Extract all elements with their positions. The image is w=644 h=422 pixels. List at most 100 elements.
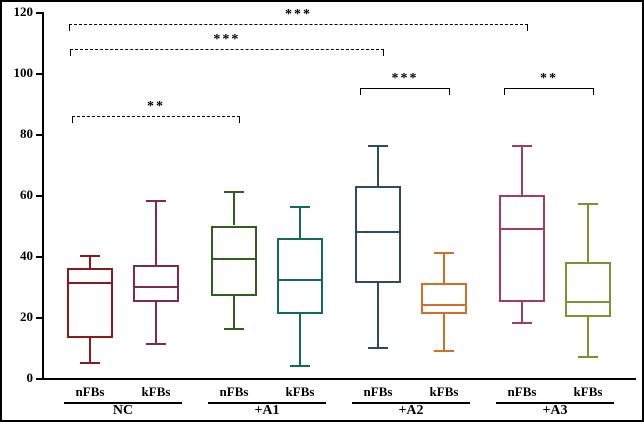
box xyxy=(211,225,257,296)
y-tick xyxy=(36,317,42,319)
bracket-tick-left xyxy=(69,24,70,32)
whisker-lower xyxy=(443,313,445,351)
whisker-upper xyxy=(521,146,523,195)
whisker-lower xyxy=(233,295,235,330)
whisker-cap-top xyxy=(80,255,100,257)
bracket-tick-left xyxy=(360,88,361,96)
group-underline xyxy=(352,402,470,404)
bracket-tick-left xyxy=(72,115,73,123)
y-axis xyxy=(42,12,44,380)
whisker-upper xyxy=(443,252,445,284)
x-tick-label: nFBs xyxy=(219,384,249,399)
whisker-upper xyxy=(233,191,235,226)
box xyxy=(565,262,611,317)
bracket-line xyxy=(69,48,384,50)
whisker-lower xyxy=(587,317,589,357)
y-tick-label: 120 xyxy=(13,4,34,19)
bracket-tick-right xyxy=(448,88,450,96)
bracket-label: *** xyxy=(391,71,419,87)
median-line xyxy=(567,300,609,303)
bracket-label: *** xyxy=(213,31,241,47)
y-tick-label: 100 xyxy=(13,65,34,80)
whisker-upper xyxy=(299,207,301,238)
whisker-cap-bottom xyxy=(434,349,454,352)
box xyxy=(133,265,179,302)
whisker-cap-top xyxy=(146,200,166,203)
group-label: +A3 xyxy=(542,403,568,418)
group-underline xyxy=(64,402,182,404)
x-tick-label: nFBs xyxy=(507,384,537,399)
x-tick-label: kFBs xyxy=(429,384,459,399)
box xyxy=(421,283,467,314)
y-tick xyxy=(36,12,42,14)
x-tick-label: nFBs xyxy=(363,384,393,399)
bracket-line xyxy=(69,24,528,26)
y-tick xyxy=(36,195,42,197)
bracket-tick-right xyxy=(592,88,594,96)
y-tick-label: 60 xyxy=(20,187,33,202)
box xyxy=(67,268,113,339)
whisker-cap-top xyxy=(578,203,598,206)
whisker-upper xyxy=(89,256,91,269)
whisker-cap-top xyxy=(434,251,454,254)
whisker-upper xyxy=(155,201,157,266)
whisker-lower xyxy=(377,283,379,348)
bracket-tick-left xyxy=(69,48,71,56)
whisker-cap-bottom xyxy=(224,328,244,331)
median-line xyxy=(279,279,321,282)
bracket-label: ** xyxy=(540,71,558,87)
bracket-line xyxy=(504,88,594,90)
median-line xyxy=(357,230,399,233)
whisker-lower xyxy=(155,301,157,345)
bracket-tick-right xyxy=(526,24,528,32)
bracket-tick-right xyxy=(382,48,384,56)
y-tick xyxy=(36,378,42,380)
whisker-cap-top xyxy=(368,145,388,148)
group-label: +A1 xyxy=(254,403,280,418)
y-tick-label: 40 xyxy=(20,248,33,263)
bracket-tick-left xyxy=(504,88,505,96)
y-tick-label: 20 xyxy=(20,309,33,324)
whisker-cap-top xyxy=(290,206,310,209)
x-tick-label: kFBs xyxy=(141,384,171,399)
whisker-upper xyxy=(587,204,589,263)
bracket-line xyxy=(72,115,240,117)
whisker-cap-bottom xyxy=(146,343,166,346)
whisker-cap-bottom xyxy=(290,364,310,367)
bracket-line xyxy=(360,88,450,90)
whisker-cap-bottom xyxy=(578,355,598,358)
whisker-cap-bottom xyxy=(368,346,388,349)
y-tick-label: 0 xyxy=(26,370,34,385)
median-line xyxy=(213,258,255,261)
whisker-lower xyxy=(89,338,91,363)
box xyxy=(499,195,545,302)
x-tick-label: nFBs xyxy=(75,384,105,399)
whisker-cap-top xyxy=(224,190,244,193)
median-line xyxy=(423,303,465,306)
bracket-tick-right xyxy=(238,115,240,123)
box xyxy=(277,237,323,314)
x-tick-label: kFBs xyxy=(573,384,603,399)
y-tick xyxy=(36,73,42,75)
whisker-upper xyxy=(377,146,379,186)
median-line xyxy=(135,285,177,288)
bracket-label: ** xyxy=(147,98,165,114)
y-tick-label: 80 xyxy=(20,126,33,141)
group-underline xyxy=(208,402,326,404)
whisker-cap-bottom xyxy=(512,322,532,325)
box xyxy=(355,185,401,284)
group-label: NC xyxy=(112,403,134,418)
median-line xyxy=(501,227,543,230)
x-tick-label: kFBs xyxy=(285,384,315,399)
whisker-lower xyxy=(299,313,301,366)
whisker-cap-top xyxy=(512,145,532,148)
whisker-lower xyxy=(521,301,523,324)
y-tick xyxy=(36,134,42,136)
group-label: +A2 xyxy=(398,403,424,418)
group-underline xyxy=(496,402,614,404)
median-line xyxy=(69,282,111,285)
y-tick xyxy=(36,256,42,258)
bracket-label: *** xyxy=(285,7,312,23)
